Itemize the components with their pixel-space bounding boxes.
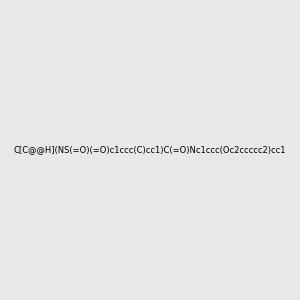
Text: C[C@@H](NS(=O)(=O)c1ccc(C)cc1)C(=O)Nc1ccc(Oc2ccccc2)cc1: C[C@@H](NS(=O)(=O)c1ccc(C)cc1)C(=O)Nc1cc… bbox=[14, 146, 286, 154]
